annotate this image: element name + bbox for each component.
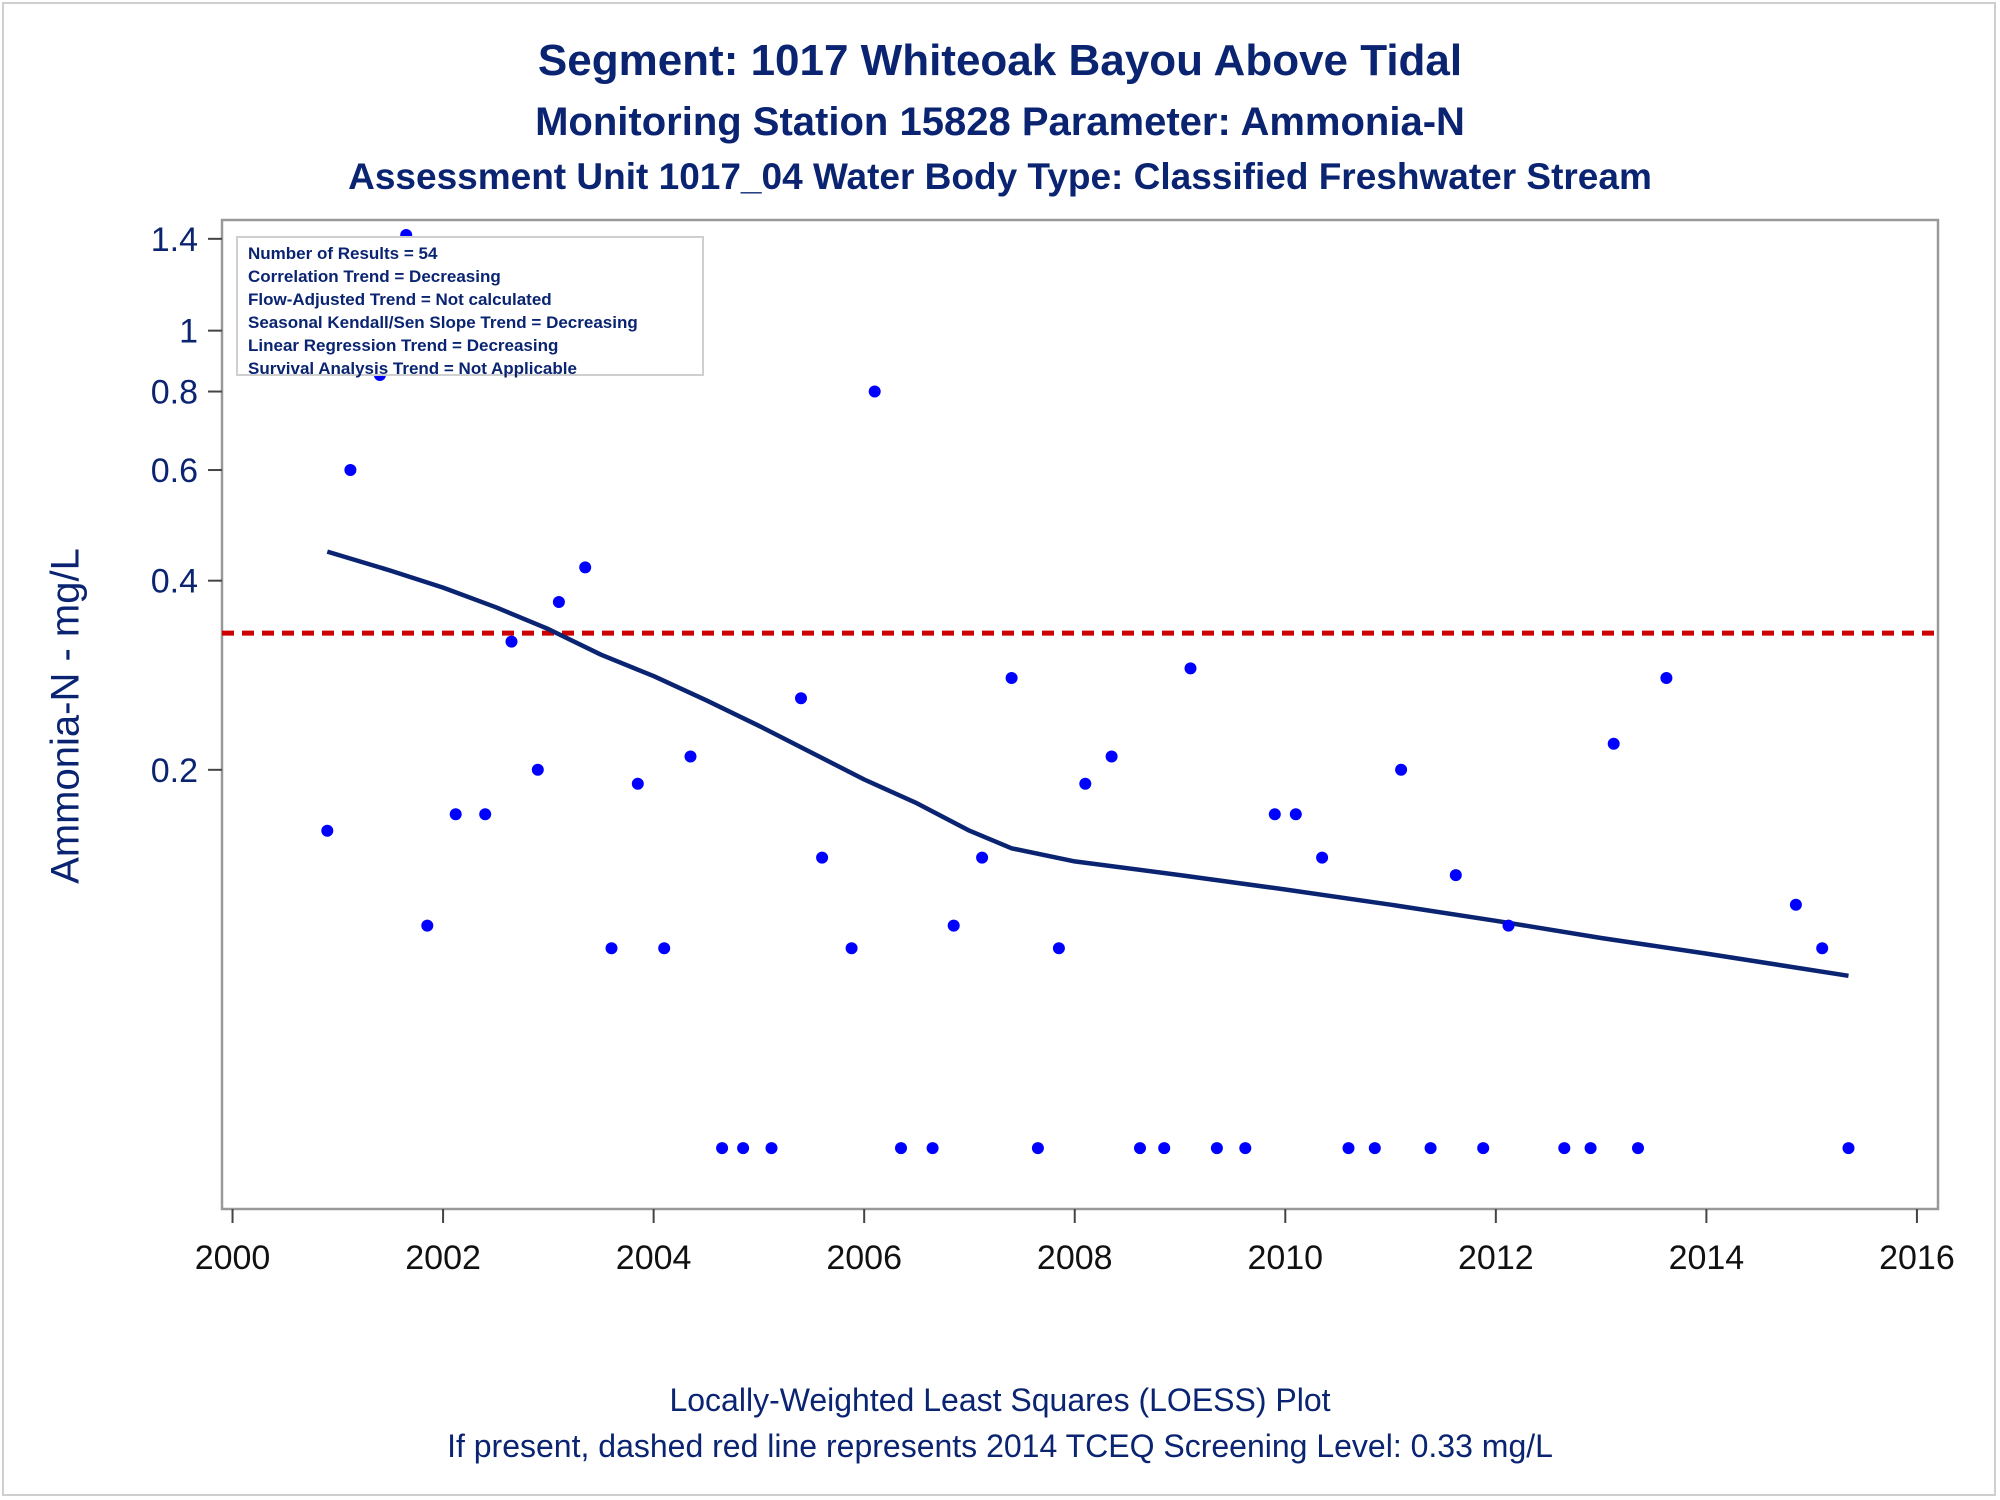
data-point [1842, 1142, 1855, 1155]
data-point [1239, 1142, 1252, 1155]
x-tick-label: 2002 [405, 1239, 481, 1277]
data-point [1289, 808, 1302, 821]
data-point [631, 777, 644, 790]
data-point [1052, 942, 1065, 955]
stat-line: Linear Regression Trend = Decreasing [248, 336, 559, 355]
data-point [895, 1142, 907, 1155]
data-point [531, 763, 544, 776]
x-tick-label: 2000 [195, 1239, 271, 1277]
data-point [1316, 851, 1329, 864]
data-point [1660, 672, 1673, 684]
data-point [947, 919, 960, 932]
x-tick-label: 2014 [1669, 1239, 1745, 1277]
data-point [1502, 919, 1515, 932]
data-point [1031, 1142, 1044, 1155]
data-point [1395, 763, 1408, 776]
data-point [1079, 777, 1092, 790]
data-point [737, 1142, 750, 1155]
footnote-method: Locally-Weighted Least Squares (LOESS) P… [669, 1382, 1331, 1418]
stat-line: Correlation Trend = Decreasing [248, 267, 501, 286]
data-point [1789, 898, 1802, 911]
x-tick-label: 2010 [1247, 1239, 1323, 1277]
data-point [868, 385, 881, 398]
data-point [1005, 672, 1018, 684]
data-point [479, 808, 492, 821]
y-tick-label: 0.4 [151, 563, 198, 601]
data-point [1632, 1142, 1644, 1155]
data-point [1816, 942, 1829, 955]
y-tick-label: 0.6 [151, 452, 198, 490]
stat-line: Number of Results = 54 [248, 244, 438, 263]
data-point [449, 808, 462, 821]
data-point [976, 851, 989, 864]
data-point [795, 692, 807, 705]
data-point [1607, 737, 1620, 750]
plot-frame [220, 218, 1940, 1211]
chart-subtitle: Monitoring Station 15828 Parameter: Ammo… [535, 100, 1465, 144]
data-point [1477, 1142, 1490, 1155]
data-point [321, 824, 334, 837]
x-tick-label: 2006 [826, 1239, 902, 1277]
y-tick-label: 1.4 [151, 221, 198, 259]
data-point [1210, 1142, 1223, 1155]
footnote-screening: If present, dashed red line represents 2… [447, 1428, 1553, 1464]
data-point [1184, 662, 1197, 675]
stat-line: Flow-Adjusted Trend = Not calculated [248, 290, 552, 309]
x-tick-label: 2004 [616, 1239, 692, 1277]
data-point [658, 942, 671, 955]
stats-box: Number of Results = 54 Correlation Trend… [236, 236, 704, 378]
data-point [605, 942, 618, 955]
stat-line: Survival Analysis Trend = Not Applicable [248, 359, 577, 378]
y-tick-label: 0.2 [151, 752, 198, 790]
x-tick-label: 2016 [1879, 1239, 1955, 1277]
data-point [1158, 1142, 1171, 1155]
data-point [716, 1142, 729, 1155]
data-point [552, 596, 565, 608]
data-point [1584, 1142, 1597, 1155]
data-point [845, 942, 858, 955]
data-point [1134, 1142, 1146, 1155]
data-point [926, 1142, 939, 1155]
loess-line [326, 549, 1849, 979]
data-point [344, 464, 357, 476]
x-tick-label: 2012 [1458, 1239, 1534, 1277]
data-point [421, 919, 434, 932]
data-point [505, 635, 518, 648]
data-point [1424, 1142, 1437, 1155]
data-point [1268, 808, 1281, 821]
y-tick-label: 0.8 [151, 374, 198, 412]
data-point [1105, 750, 1118, 763]
data-point [816, 851, 829, 864]
chart-title: Segment: 1017 Whiteoak Bayou Above Tidal [537, 36, 1463, 85]
data-point [1558, 1142, 1571, 1155]
data-point [765, 1142, 778, 1155]
data-point [579, 561, 592, 574]
data-point [684, 750, 697, 763]
x-tick-label: 2008 [1037, 1239, 1113, 1277]
chart-subtitle-2: Assessment Unit 1017_04 Water Body Type:… [348, 156, 1652, 197]
y-tick-label: 1 [179, 313, 198, 351]
data-point [1449, 869, 1462, 882]
data-point [1368, 1142, 1381, 1155]
stat-line: Seasonal Kendall/Sen Slope Trend = Decre… [248, 313, 638, 332]
data-point [1342, 1142, 1355, 1155]
